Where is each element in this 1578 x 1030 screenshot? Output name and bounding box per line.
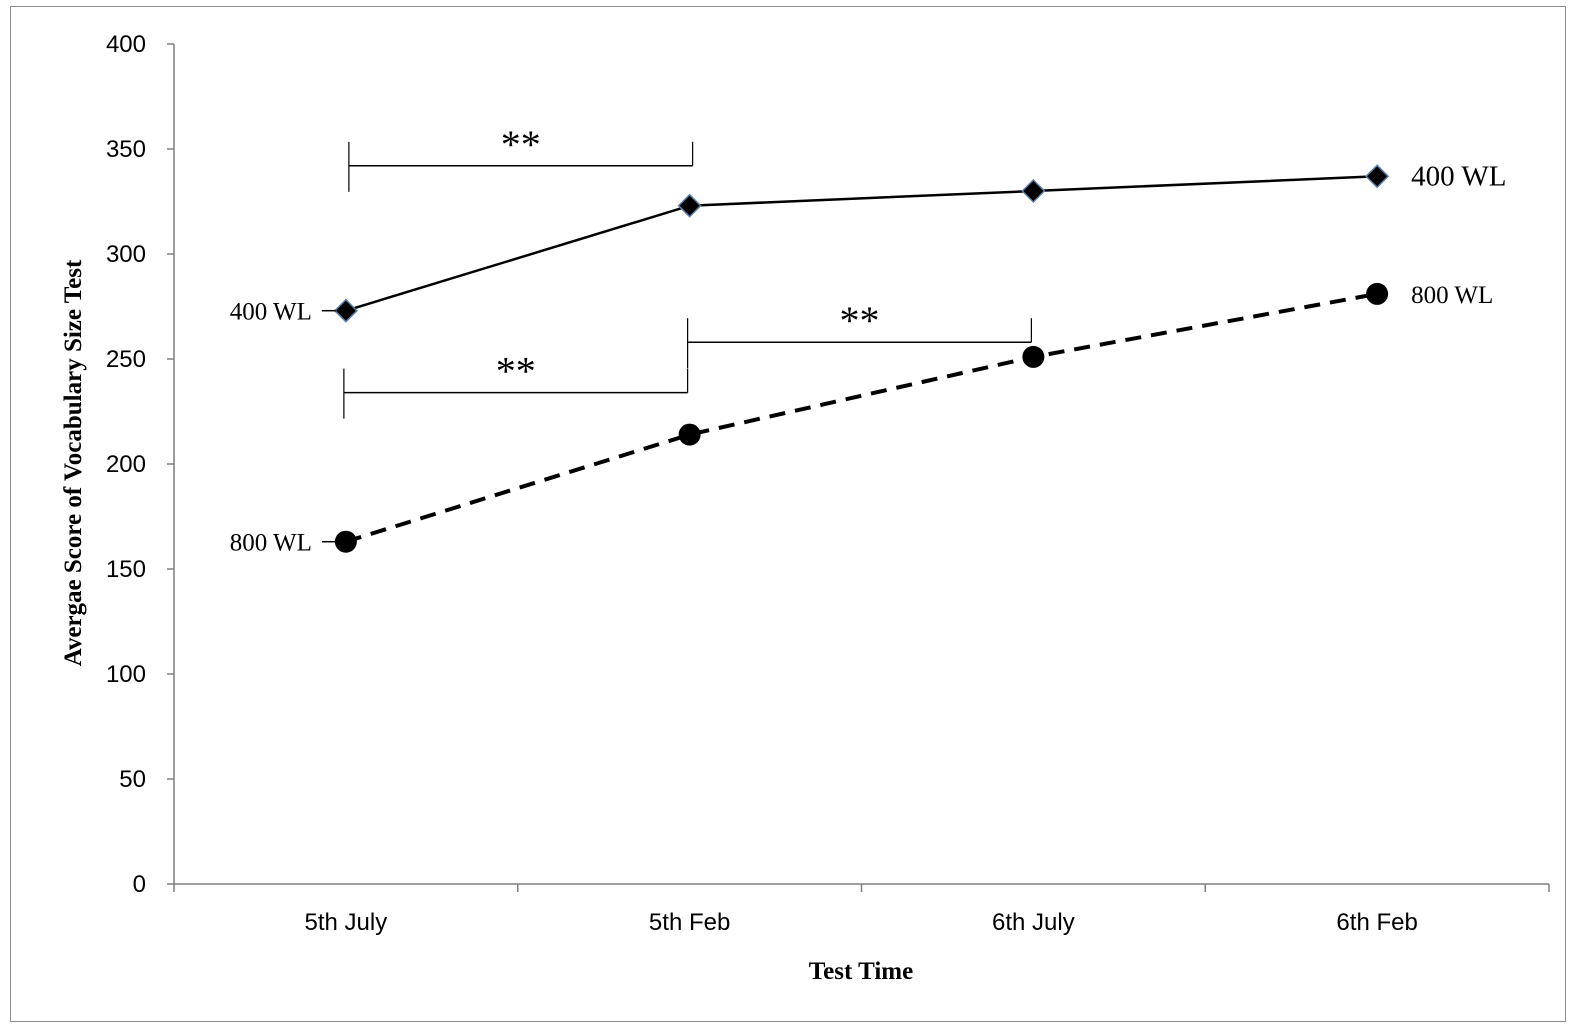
x-tick-label: 6th Feb	[1336, 909, 1417, 936]
significance-brackets: ** ** **	[343, 122, 1032, 419]
series-end-label: 800 WL	[1411, 282, 1493, 309]
x-tick-label: 5th Feb	[649, 909, 730, 936]
y-tick-label: 0	[133, 871, 146, 898]
series-lines	[345, 175, 1378, 544]
axes	[173, 44, 1549, 885]
diamond-marker	[677, 193, 702, 218]
series-start-label: 400 WL	[230, 299, 312, 326]
chart-frame	[10, 6, 1566, 1022]
x-axis-title: Test Time	[809, 958, 913, 985]
x-tick-label: 5th July	[305, 909, 388, 936]
significance-bracket: **	[343, 349, 689, 419]
y-tick-label: 250	[106, 346, 146, 373]
circle-marker	[334, 530, 357, 553]
x-tick-label: 6th July	[992, 909, 1075, 936]
significance-stars: **	[496, 349, 536, 394]
y-tick-label: 100	[106, 661, 146, 688]
y-tick-label: 150	[106, 556, 146, 583]
y-tick-label: 50	[119, 766, 146, 793]
series-line-0	[345, 175, 1378, 312]
circle-marker	[1366, 282, 1389, 305]
diamond-marker	[1365, 164, 1390, 189]
series-line-1	[345, 291, 1378, 544]
significance-bracket: **	[348, 122, 694, 192]
series-end-label: 400 WL	[1411, 160, 1506, 192]
significance-stars: **	[501, 122, 541, 167]
circle-marker	[1022, 345, 1045, 368]
circle-marker	[678, 423, 701, 446]
series-labels: 400 WL 400 WL 800 WL 800 WL	[230, 160, 1507, 556]
series-start-label: 800 WL	[230, 530, 312, 557]
y-axis-title: Avergae Score of Vocabulary Size Test	[60, 259, 87, 666]
significance-bracket: **	[687, 298, 1032, 369]
diamond-marker	[333, 298, 358, 323]
y-tick-label: 350	[106, 136, 146, 163]
y-axis-ticks: 0 50 100 150 200 250 300 350 400	[106, 31, 174, 898]
significance-stars: **	[840, 298, 880, 343]
series-markers	[333, 164, 1390, 553]
y-tick-label: 400	[106, 31, 146, 58]
diamond-marker	[1021, 178, 1046, 204]
y-tick-label: 300	[106, 241, 146, 268]
x-axis-ticks: 5th July 5th Feb 6th July 6th Feb	[173, 884, 1550, 936]
y-tick-label: 200	[106, 451, 146, 478]
